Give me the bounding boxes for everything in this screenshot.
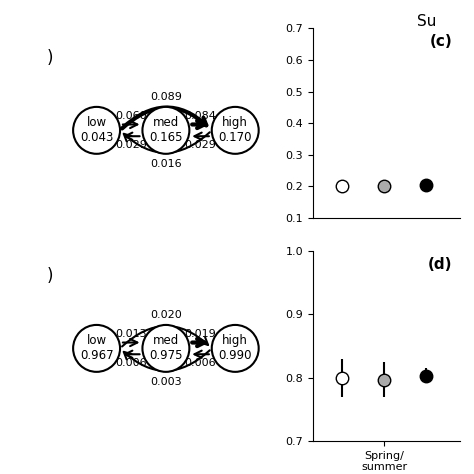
Text: Su: Su xyxy=(417,14,437,29)
Text: low
0.967: low 0.967 xyxy=(80,334,113,363)
Circle shape xyxy=(142,107,189,154)
Text: 0.089: 0.089 xyxy=(150,92,182,102)
Circle shape xyxy=(142,325,189,372)
Circle shape xyxy=(73,325,120,372)
FancyArrowPatch shape xyxy=(122,326,208,346)
Text: low
0.043: low 0.043 xyxy=(80,116,113,145)
FancyArrowPatch shape xyxy=(124,132,210,153)
Text: 0.060: 0.060 xyxy=(116,111,147,121)
Text: high
0.990: high 0.990 xyxy=(219,334,252,363)
Circle shape xyxy=(212,107,259,154)
Text: ): ) xyxy=(46,267,53,285)
Text: 0.029: 0.029 xyxy=(185,140,217,150)
Text: 0.013: 0.013 xyxy=(116,329,147,339)
Text: (c): (c) xyxy=(430,34,452,49)
Text: 0.016: 0.016 xyxy=(150,159,182,169)
FancyArrowPatch shape xyxy=(122,108,206,128)
Text: 0.019: 0.019 xyxy=(185,329,217,339)
Circle shape xyxy=(73,107,120,154)
FancyArrowPatch shape xyxy=(124,350,210,371)
Text: 0.006: 0.006 xyxy=(116,358,147,368)
Text: ): ) xyxy=(46,49,53,67)
Text: high
0.170: high 0.170 xyxy=(219,116,252,145)
Circle shape xyxy=(212,325,259,372)
Text: 0.084: 0.084 xyxy=(185,111,217,121)
Text: (d): (d) xyxy=(428,257,452,272)
Text: med
0.165: med 0.165 xyxy=(149,116,182,145)
Text: 0.020: 0.020 xyxy=(150,310,182,320)
Text: 0.003: 0.003 xyxy=(150,377,182,387)
Text: 0.006: 0.006 xyxy=(185,358,216,368)
Text: med
0.975: med 0.975 xyxy=(149,334,182,363)
Text: 0.029: 0.029 xyxy=(115,140,147,150)
